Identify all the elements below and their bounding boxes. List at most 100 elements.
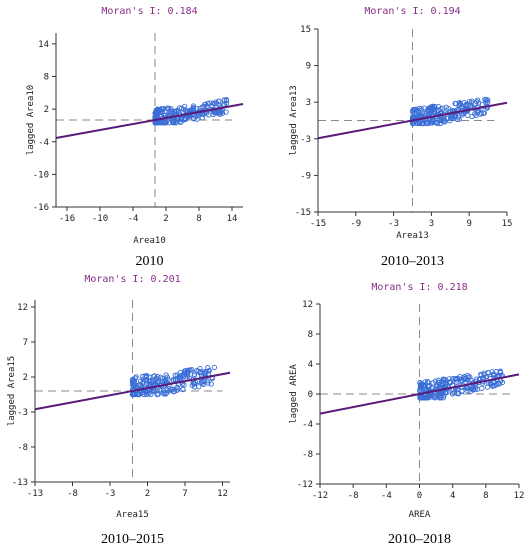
y-tick-label: -10 [33,170,49,180]
x-tick-label: -3 [388,219,399,229]
x-tick-label: -12 [312,491,328,501]
data-point [424,395,430,401]
data-point [434,107,440,113]
data-point [427,120,434,126]
x-tick-label: -3 [105,489,116,499]
chart-title: Moran's I: 0.218 [371,282,467,293]
y-tick-label: -15 [295,208,311,218]
x-tick-label: 8 [483,491,488,501]
y-tick-label: -13 [12,478,28,488]
chart-panel-4: Moran's I: 0.218 -12 -8 -4 0 4 8 12 -12 -8 -4 0 4 8 12… [289,282,524,547]
data-point [447,118,453,124]
regression-line [34,371,231,411]
data-point [443,390,449,396]
data-point [477,376,483,382]
y-tick-label: 4 [308,360,313,370]
data-point [451,390,457,396]
y-tick-label: 15 [300,25,311,35]
y-tick-label: -9 [300,171,311,181]
data-point [453,375,459,382]
data-point [200,378,206,385]
data-point [477,111,483,117]
data-point [418,395,424,401]
data-point [163,386,169,392]
data-point [183,108,189,114]
x-tick-label: -13 [27,489,43,499]
data-point [130,379,136,385]
y-axis-label: lagged AREA [289,364,299,424]
y-tick-label: 12 [17,303,28,313]
data-point [485,370,492,376]
data-point [455,114,462,120]
data-point [491,380,497,386]
y-tick-label: 0 [308,390,313,400]
data-point [418,106,424,112]
data-point [461,373,468,380]
x-tick-label: 8 [196,214,201,224]
data-point [146,378,152,385]
y-tick-label: 14 [38,40,49,50]
data-point [422,379,428,385]
chart-panel-3: Moran's I: 0.201 -13 -8 -3 2 7 12 -13 -8 -3 2 7 12 Ar… [7,274,231,547]
data-point [466,99,473,105]
data-point [210,100,216,106]
data-point [479,385,485,391]
x-tick-label: -15 [310,219,326,229]
chart-title: Moran's I: 0.194 [364,6,460,17]
x-tick-label: 2 [163,214,168,224]
x-tick-label: -10 [92,214,108,224]
data-point [435,377,441,383]
data-point [177,105,183,111]
data-point [180,386,186,392]
x-tick-label: 14 [227,214,238,224]
panel-caption: 2010 [136,254,164,269]
data-point [465,385,471,392]
x-tick-label: -9 [350,219,361,229]
data-point [192,384,198,390]
panel-caption: 2010–2013 [381,254,444,269]
y-tick-label: -8 [302,450,313,460]
data-point [472,386,479,392]
y-axis-label: lagged Area15 [7,356,17,426]
data-point [132,391,138,397]
y-tick-label: -4 [38,138,49,148]
panel-caption: 2010–2018 [388,532,451,547]
data-point [130,376,136,382]
panel-caption: 2010–2015 [101,532,164,547]
data-point [215,110,221,116]
x-tick-label: 9 [466,219,471,229]
x-tick-label: -8 [67,489,78,499]
data-point [431,394,437,400]
data-point [438,117,445,123]
data-point [468,377,474,383]
data-point [151,388,158,394]
data-point [440,379,447,385]
y-tick-label: -8 [17,443,28,453]
data-point [223,97,230,103]
data-point [418,385,425,391]
data-point [436,395,442,401]
x-tick-label: 3 [429,219,434,229]
data-point [474,97,481,103]
x-tick-label: 7 [182,489,187,499]
regression-line [319,373,520,415]
x-tick-label: -4 [128,214,139,224]
x-axis-label: Area15 [116,510,149,520]
data-point [153,112,159,118]
data-point [437,120,443,127]
data-point [213,99,219,105]
x-tick-label: -16 [59,214,75,224]
data-point [483,96,489,103]
x-tick-label: 12 [514,491,525,501]
x-tick-label: 12 [217,489,228,499]
data-point [163,372,169,378]
y-axis-label: lagged Area10 [26,85,36,155]
data-point [434,119,440,126]
data-point [197,365,203,372]
data-point [209,103,215,109]
y-tick-label: -12 [297,480,313,490]
chart-title: Moran's I: 0.201 [84,274,180,285]
x-axis-label: Area13 [396,231,429,241]
data-point [180,371,187,378]
